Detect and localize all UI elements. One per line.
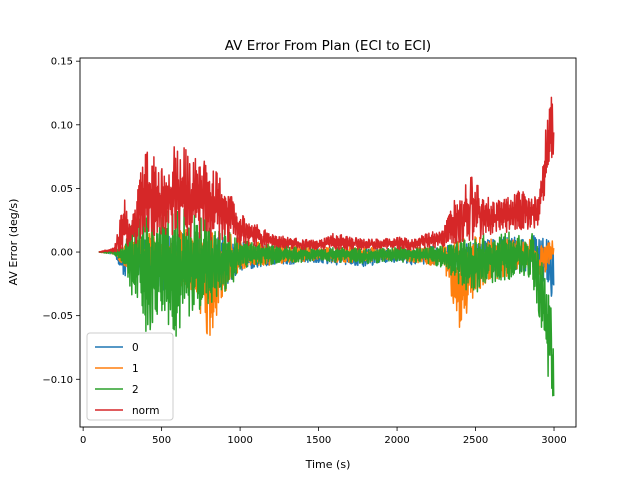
x-tick-label: 3000	[541, 435, 566, 446]
plot-frame	[79, 57, 577, 428]
y-tick-label: 0.00	[51, 248, 73, 259]
x-tick-label: 1000	[227, 435, 252, 446]
y-tick-label: 0.15	[51, 57, 73, 68]
x-tick-label: 2500	[463, 435, 488, 446]
chart-title: AV Error From Plan (ECI to ECI)	[225, 38, 431, 54]
x-tick-label: 500	[152, 435, 171, 446]
legend-label-0: 0	[132, 342, 139, 354]
legend-label-1: 1	[132, 363, 139, 375]
plot-area	[98, 96, 555, 397]
x-axis-label: Time (s)	[305, 458, 351, 471]
y-tick-label: 0.10	[51, 120, 73, 131]
y-axis: −0.10 −0.05 0.00 0.05 0.10 0.15	[42, 57, 80, 386]
x-tick-label: 2000	[384, 435, 409, 446]
legend-label-2: 2	[132, 384, 139, 396]
x-tick-label: 0	[80, 435, 86, 446]
legend-label-norm: norm	[132, 405, 159, 417]
y-tick-label: −0.05	[42, 311, 73, 322]
y-tick-label: 0.05	[51, 184, 73, 195]
x-tick-label: 1500	[306, 435, 331, 446]
series-line-norm	[98, 96, 555, 253]
y-axis-label: AV Error (deg/s)	[7, 199, 20, 286]
y-tick-label: −0.10	[42, 375, 73, 386]
legend: 0 1 2 norm	[86, 332, 174, 421]
x-axis: 0 500 1000 1500 2000 2500 3000	[80, 427, 567, 446]
series-line-2	[98, 207, 555, 397]
legend-box	[86, 332, 174, 421]
